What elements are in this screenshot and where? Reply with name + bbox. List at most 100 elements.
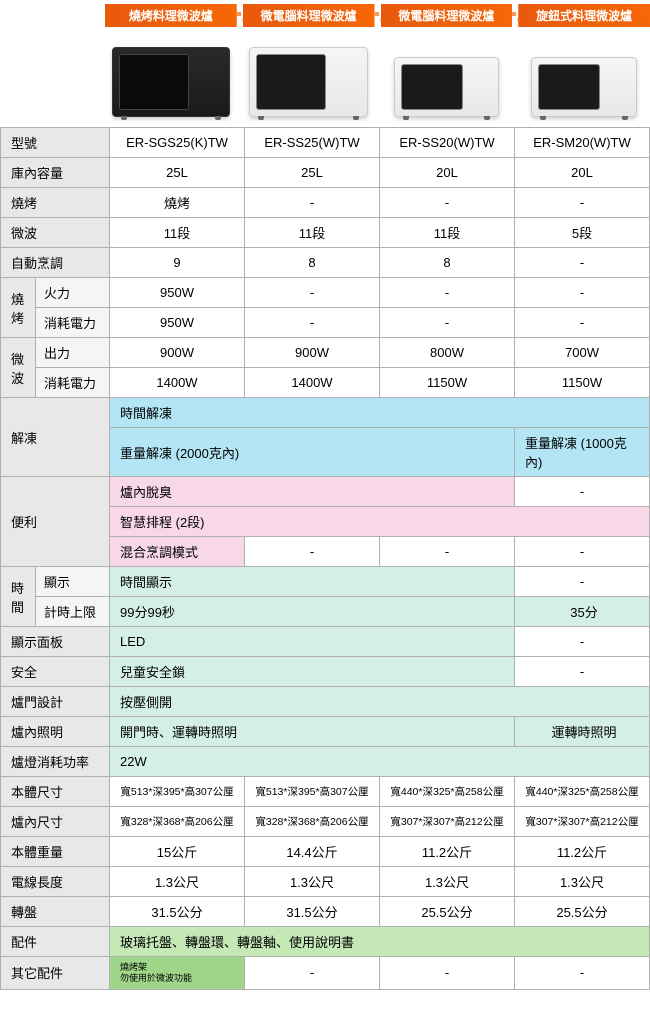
cell: 31.5公分 [110, 897, 245, 927]
label-light-power: 爐燈消耗功率 [1, 747, 110, 777]
label-grill-consume: 消耗電力 [36, 308, 110, 338]
label-time-group: 時間 [1, 567, 36, 627]
model-1: ER-SS25(W)TW [245, 128, 380, 158]
model-3: ER-SM20(W)TW [515, 128, 650, 158]
cell: 寬513*深395*高307公厘 [110, 777, 245, 807]
cell: 800W [380, 338, 515, 368]
cell: 950W [110, 308, 245, 338]
label-door-design: 爐門設計 [1, 687, 110, 717]
cell: - [245, 308, 380, 338]
cell: 14.4公斤 [245, 837, 380, 867]
label-model: 型號 [1, 128, 110, 158]
cell-child-lock: 兒童安全鎖 [110, 657, 515, 687]
cell: 1.3公尺 [245, 867, 380, 897]
cell: 8 [245, 248, 380, 278]
cell: - [380, 957, 515, 990]
cell: - [515, 657, 650, 687]
label-turntable: 轉盤 [1, 897, 110, 927]
cell: 寬513*深395*高307公厘 [245, 777, 380, 807]
label-display-mode: 顯示 [36, 567, 110, 597]
cell: 11.2公斤 [515, 837, 650, 867]
cell: 9 [110, 248, 245, 278]
cell: 20L [515, 158, 650, 188]
cell-time-display: 時間顯示 [110, 567, 515, 597]
cell: 700W [515, 338, 650, 368]
cell: 950W [110, 278, 245, 308]
label-interior-size: 爐內尺寸 [1, 807, 110, 837]
label-convenience: 便利 [1, 477, 110, 567]
cell-door-press: 按壓側開 [110, 687, 650, 717]
label-interior-light: 爐內照明 [1, 717, 110, 747]
cell-22w: 22W [110, 747, 650, 777]
cell: - [245, 188, 380, 218]
cell: 15公斤 [110, 837, 245, 867]
cell-smart-schedule: 智慧排程 (2段) [110, 507, 650, 537]
cell: - [515, 188, 650, 218]
cell-time-35: 35分 [515, 597, 650, 627]
cell: 25L [110, 158, 245, 188]
cell: - [245, 278, 380, 308]
cell: - [515, 567, 650, 597]
cell: 11.2公斤 [380, 837, 515, 867]
cell-time-defrost: 時間解凍 [110, 398, 650, 428]
cell: 11段 [245, 218, 380, 248]
label-capacity: 庫內容量 [1, 158, 110, 188]
spec-table: 型號 ER-SGS25(K)TW ER-SS25(W)TW ER-SS20(W)… [0, 127, 650, 990]
cell: 寬307*深307*高212公厘 [380, 807, 515, 837]
cell: - [380, 308, 515, 338]
product-image-2 [381, 37, 513, 117]
label-mw-consume: 消耗電力 [36, 368, 110, 398]
label-safety: 安全 [1, 657, 110, 687]
cell: - [515, 627, 650, 657]
cell: 1400W [245, 368, 380, 398]
cell: - [245, 957, 380, 990]
category-header-0: 燒烤料理微波爐 [105, 4, 237, 27]
cell: 寬440*深325*高258公厘 [515, 777, 650, 807]
cell: - [245, 537, 380, 567]
label-defrost: 解凍 [1, 398, 110, 477]
cell: 1150W [380, 368, 515, 398]
cell-weight-defrost-1000: 重量解凍 (1000克內) [515, 428, 650, 477]
cell: - [515, 537, 650, 567]
cell: - [515, 278, 650, 308]
label-body-size: 本體尺寸 [1, 777, 110, 807]
cell-mix-cook: 混合烹調模式 [110, 537, 245, 567]
product-image-1 [243, 37, 375, 117]
cell: 1150W [515, 368, 650, 398]
cell-deodorize: 爐內脫臭 [110, 477, 515, 507]
category-header-2: 微電腦料理微波爐 [381, 4, 513, 27]
category-header-3: 旋鈕式料理微波爐 [518, 4, 650, 27]
cell-led: LED [110, 627, 515, 657]
label-mw-group: 微波 [1, 338, 36, 398]
cell: 寬328*深368*高206公厘 [110, 807, 245, 837]
label-grill: 燒烤 [1, 188, 110, 218]
cell-weight-defrost: 重量解凍 (2000克內) [110, 428, 515, 477]
cell: 20L [380, 158, 515, 188]
category-header-1: 微電腦料理微波爐 [243, 4, 375, 27]
cell: 1.3公尺 [380, 867, 515, 897]
label-autocook: 自動烹調 [1, 248, 110, 278]
label-body-weight: 本體重量 [1, 837, 110, 867]
cell: - [515, 308, 650, 338]
cell: 5段 [515, 218, 650, 248]
cell: 8 [380, 248, 515, 278]
cell-time-99: 99分99秒 [110, 597, 515, 627]
cell: 900W [245, 338, 380, 368]
cell: 1.3公尺 [110, 867, 245, 897]
cell: 1400W [110, 368, 245, 398]
product-image-0 [105, 37, 237, 117]
label-output: 出力 [36, 338, 110, 368]
cell: 25.5公分 [515, 897, 650, 927]
cell-accessories: 玻璃托盤、轉盤環、轉盤軸、使用說明書 [110, 927, 650, 957]
cell: 燒烤 [110, 188, 245, 218]
cell: 寬328*深368*高206公厘 [245, 807, 380, 837]
product-image-3 [518, 37, 650, 117]
cell-grill-rack: 燒烤架 勿使用於微波功能 [110, 957, 245, 990]
label-accessories: 配件 [1, 927, 110, 957]
cell: - [380, 537, 515, 567]
cell: - [380, 278, 515, 308]
label-other-acc: 其它配件 [1, 957, 110, 990]
label-display-panel: 顯示面板 [1, 627, 110, 657]
cell-light-open-run: 開門時、運轉時照明 [110, 717, 515, 747]
cell: 25L [245, 158, 380, 188]
